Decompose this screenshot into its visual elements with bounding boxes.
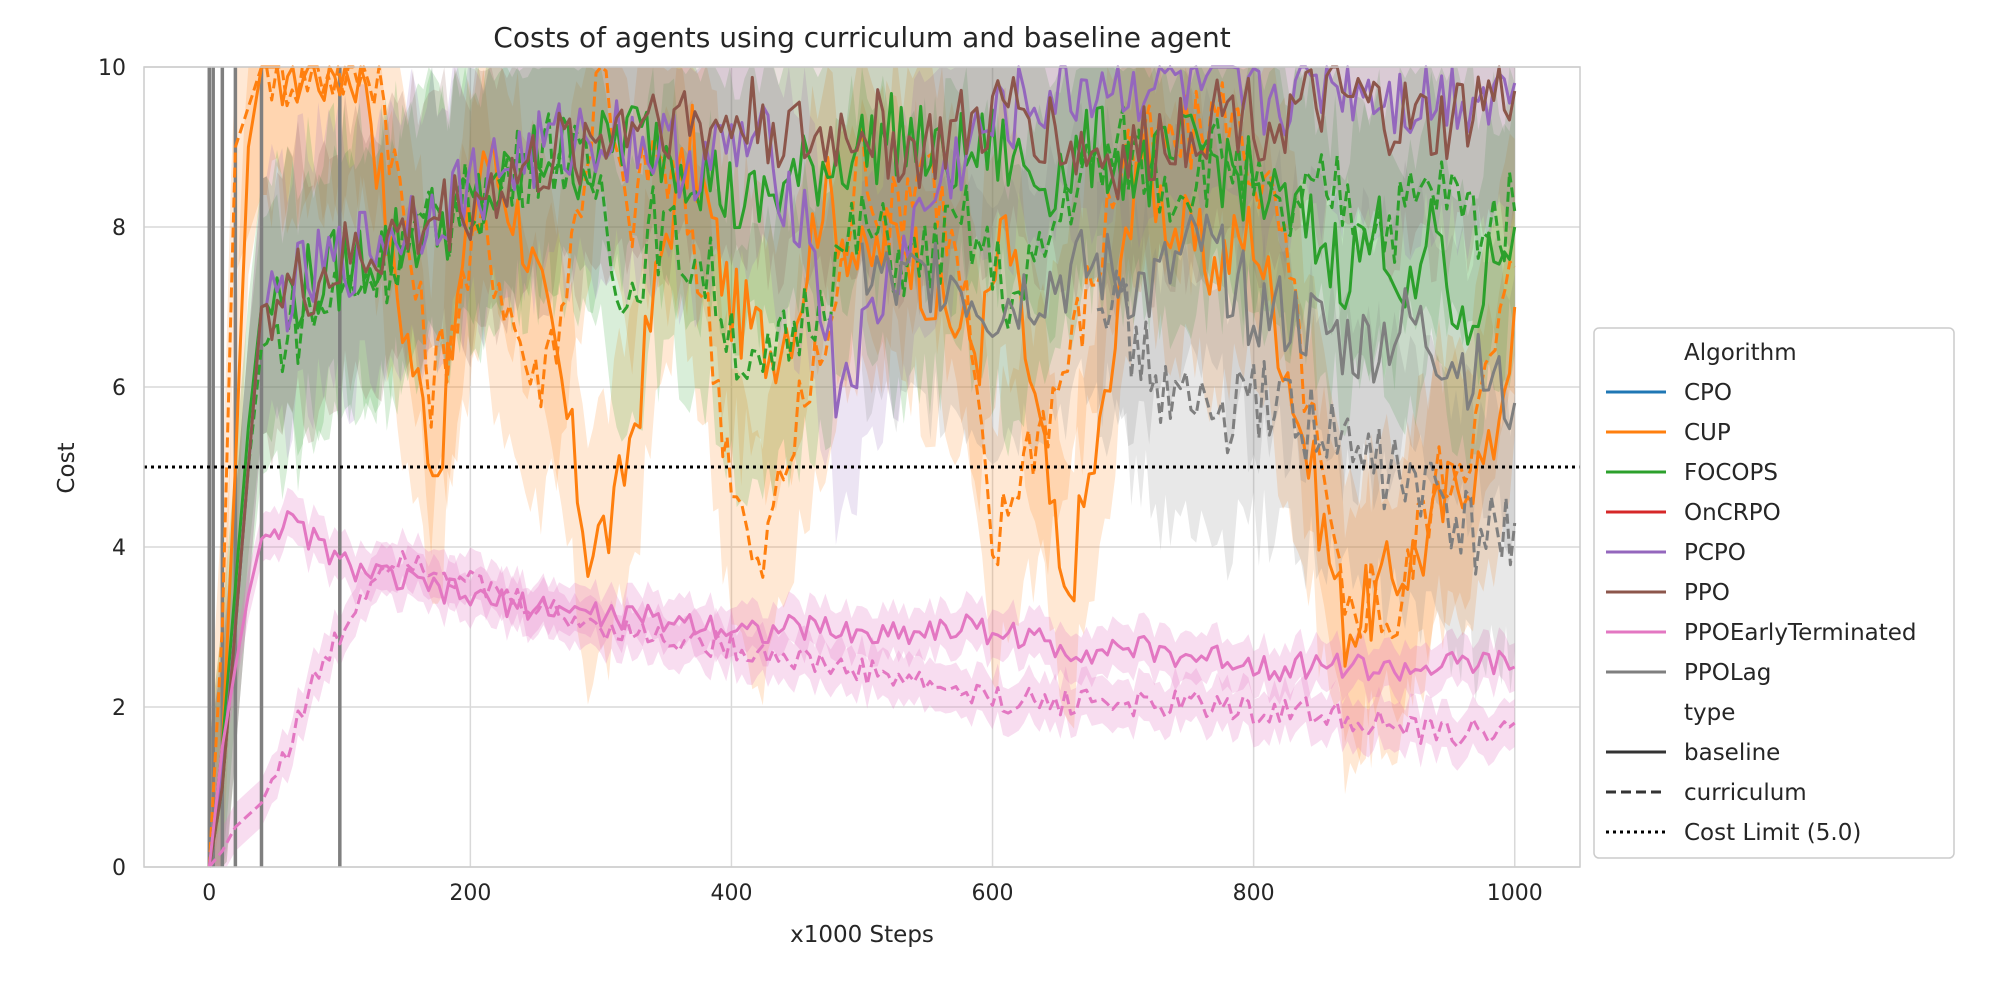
x-tick-label: 800: [1233, 881, 1275, 906]
series-lines: [207, 65, 1517, 868]
y-tick-label: 2: [112, 696, 126, 721]
legend-label-focops: FOCOPS: [1684, 460, 1778, 486]
confidence-bands: [209, 67, 1515, 867]
line-ppoearlyterminated-curriculum: [208, 550, 1516, 868]
y-tick-label: 10: [98, 56, 126, 81]
chart-title: Costs of agents using curriculum and bas…: [493, 21, 1230, 54]
legend: Algorithm CPO CUP FOCOPS OnCRPO PCPO PPO PPOEar…: [1593, 327, 1955, 859]
y-tick-label: 0: [112, 856, 126, 881]
legend-label-curriculum: curriculum: [1684, 780, 1807, 806]
line-ppoearlyterminated-baseline: [207, 510, 1516, 868]
band-cup-curriculum: [209, 67, 1515, 867]
tick-labels: 0 200 400 600 800 1000 0 2 4 6 8 10: [98, 56, 1543, 906]
x-tick-label: 600: [972, 881, 1014, 906]
line-cup-curriculum: [207, 65, 1516, 868]
legend-header-algorithm: Algorithm: [1684, 340, 1797, 366]
y-tick-label: 6: [112, 376, 126, 401]
line-ppolag-baseline: [860, 213, 1517, 431]
legend-label-ppo: PPO: [1684, 580, 1730, 606]
legend-label-cpo: CPO: [1684, 380, 1732, 406]
band-ppo-baseline: [209, 67, 1515, 867]
legend-label-oncrpo: OnCRPO: [1684, 500, 1781, 526]
band-pcpo-baseline: [209, 67, 1515, 867]
legend-label-ppolag: PPOLag: [1684, 660, 1771, 686]
x-tick-label: 200: [449, 881, 491, 906]
legend-label-ppoearlyterminated: PPOEarlyTerminated: [1684, 620, 1917, 646]
plot-frame: [143, 66, 1581, 868]
band-ppoearlyterminated-baseline: [209, 487, 1515, 867]
legend-box: [1593, 327, 1955, 859]
band-cup-baseline: [209, 67, 1515, 867]
legend-label-cup: CUP: [1684, 420, 1731, 446]
legend-label-baseline: baseline: [1684, 740, 1780, 766]
y-tick-label: 4: [112, 536, 126, 561]
y-axis-label: Cost: [54, 442, 80, 493]
x-tick-label: 400: [710, 881, 752, 906]
line-cup-baseline: [207, 65, 1517, 868]
band-focops-baseline: [209, 67, 1515, 867]
band-focops-curriculum: [209, 67, 1515, 867]
x-axis-label: x1000 Steps: [790, 922, 934, 948]
x-tick-label: 0: [202, 881, 216, 906]
band-ppolag-baseline: [862, 87, 1515, 557]
legend-header-type: type: [1684, 700, 1735, 726]
legend-label-pcpo: PCPO: [1684, 540, 1746, 566]
x-tick-label: 1000: [1487, 881, 1543, 906]
y-tick-label: 8: [112, 216, 126, 241]
line-ppo-baseline: [207, 65, 1517, 868]
legend-label-cost-limit-5-0-: Cost Limit (5.0): [1684, 820, 1861, 846]
line-pcpo-baseline: [207, 65, 1517, 868]
